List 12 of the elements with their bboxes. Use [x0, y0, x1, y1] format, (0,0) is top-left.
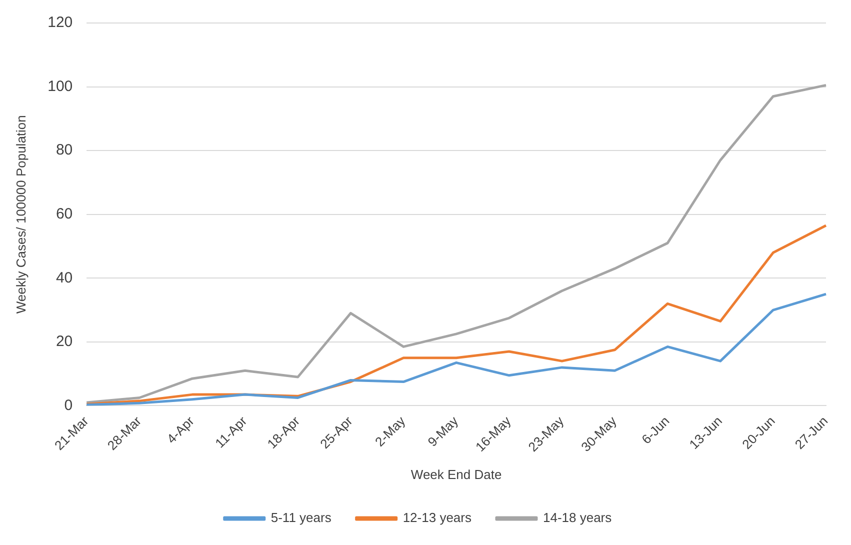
y-tick-label: 60 — [56, 206, 73, 222]
legend-label: 14-18 years — [542, 510, 612, 526]
legend-label: 5-11 years — [270, 510, 332, 526]
y-tick-label: 40 — [56, 269, 73, 286]
y-tick-label: 120 — [48, 14, 73, 32]
y-axis-title: Weekly Cases/ 100000 Population — [13, 115, 28, 314]
x-axis-title: Week End Date — [410, 466, 502, 482]
legend-label: 12-13 years — [402, 510, 472, 526]
y-tick-label: 20 — [56, 333, 73, 350]
y-tick-label: 100 — [48, 78, 73, 95]
y-tick-label: 80 — [56, 142, 73, 159]
y-tick-label: 0 — [64, 396, 73, 414]
